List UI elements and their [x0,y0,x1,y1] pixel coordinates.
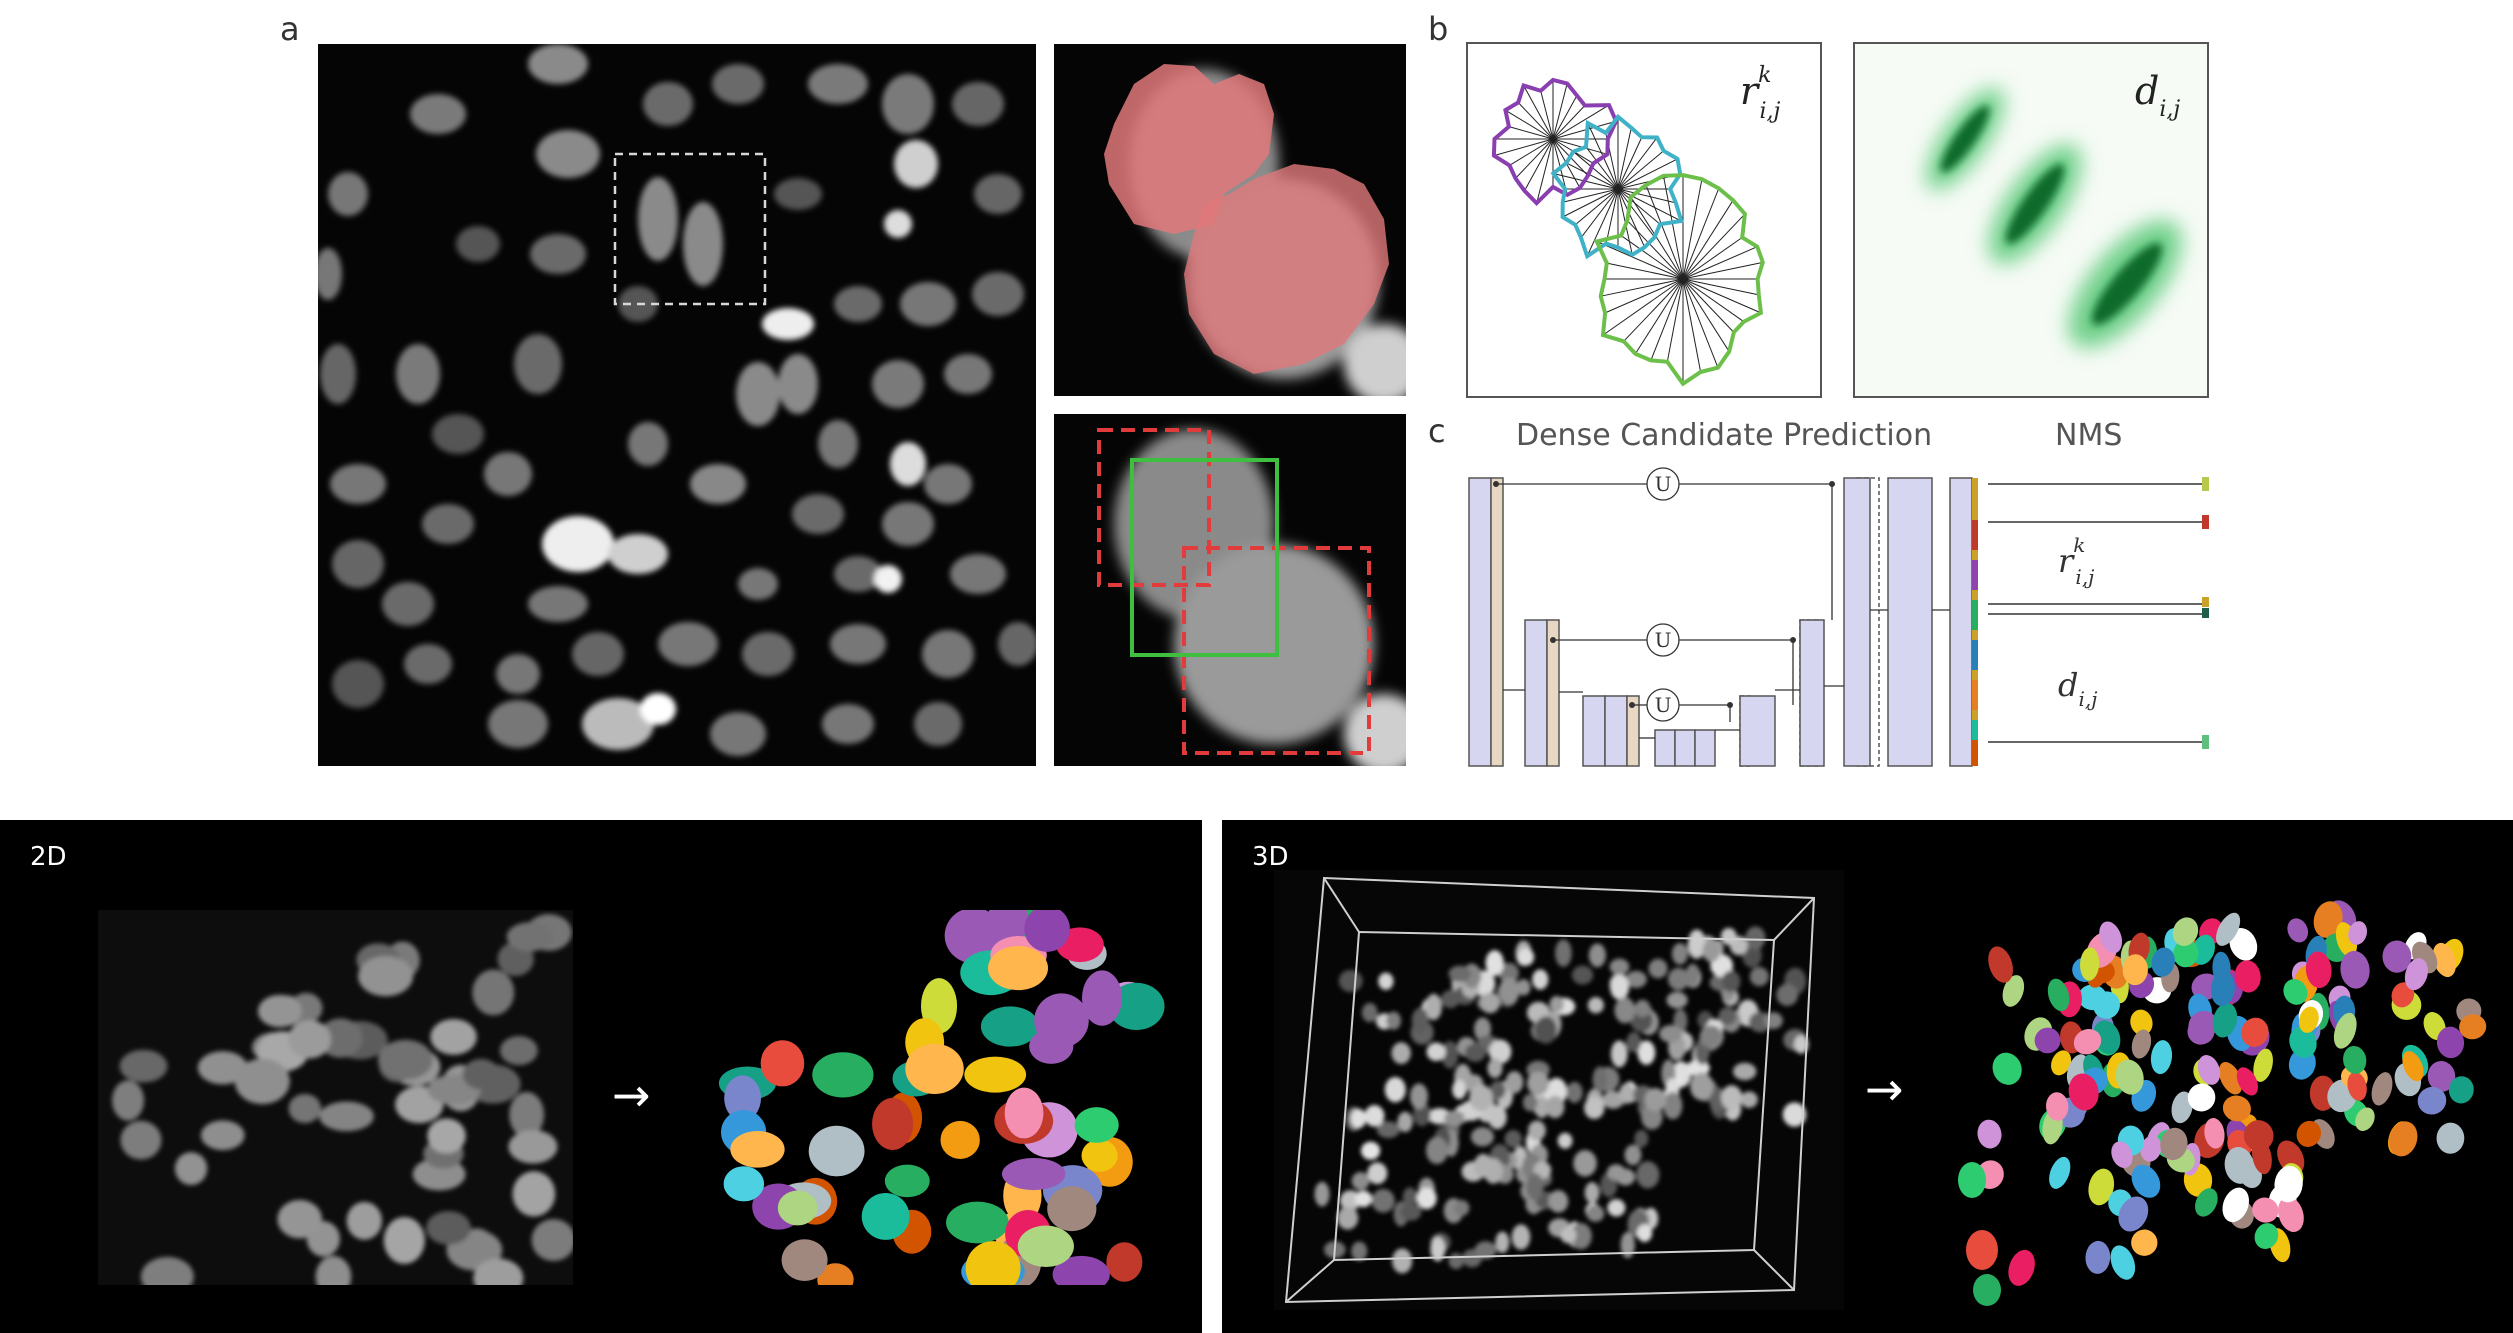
star-convex-polygons-svg: rk i,j [1491,63,1781,387]
arrow-3d: → [1865,1062,1904,1116]
raw-2d-svg [112,914,573,1285]
object-probability-panel: di,j [1853,42,2209,398]
panel-3d: 3D → [1222,820,2513,1333]
nms-title: NMS [2055,418,2123,453]
unet-diagram: U U U rk i,j di,j [1460,460,2240,780]
raw-3d-svg [1284,876,1816,1304]
concat-symbol-3: U [1655,693,1672,717]
star-convex-polygons-panel: rk i,j [1466,42,1822,398]
zoom-region-box [613,152,767,306]
panel-2d: 2D → [0,820,1202,1333]
ray-distance-label-b: rk i,j [1740,63,1781,124]
nuclei-micrograph [318,44,1036,766]
labels-3d-volume [1932,870,2492,1310]
zoom-segmentation-svg [1104,64,1406,396]
zoom-bbox-view [1054,414,1406,766]
panel-b-label: b [1428,10,1449,48]
raw-2d-image [98,910,573,1285]
unet-diagram-svg: U U U rk i,j di,j [1468,467,2209,767]
ray-distance-label-c: rk i,j [2058,533,2094,589]
panel-a-label: a [280,10,300,48]
concat-symbol-1: U [1655,472,1672,496]
dense-candidate-title: Dense Candidate Prediction [1516,418,1933,453]
raw-3d-volume [1274,870,1844,1310]
zoom-segmentation-view [1054,44,1406,396]
labels-2d-image [690,910,1165,1285]
probability-label-b: di,j [2135,69,2180,122]
probability-label-c: di,j [2058,666,2097,711]
object-probability-svg: di,j [1926,69,2182,348]
labels-3d-svg [1958,900,2487,1306]
panel-2d-label: 2D [30,842,67,872]
arrow-2d: → [612,1068,651,1122]
nuclei-micrograph-svg [318,44,1036,756]
zoom-bbox-svg [1097,428,1406,766]
panel-c-label: c [1428,412,1446,450]
panel-3d-label: 3D [1252,842,1289,872]
concat-symbol-2: U [1655,628,1672,652]
labels-2d-svg [718,910,1165,1285]
